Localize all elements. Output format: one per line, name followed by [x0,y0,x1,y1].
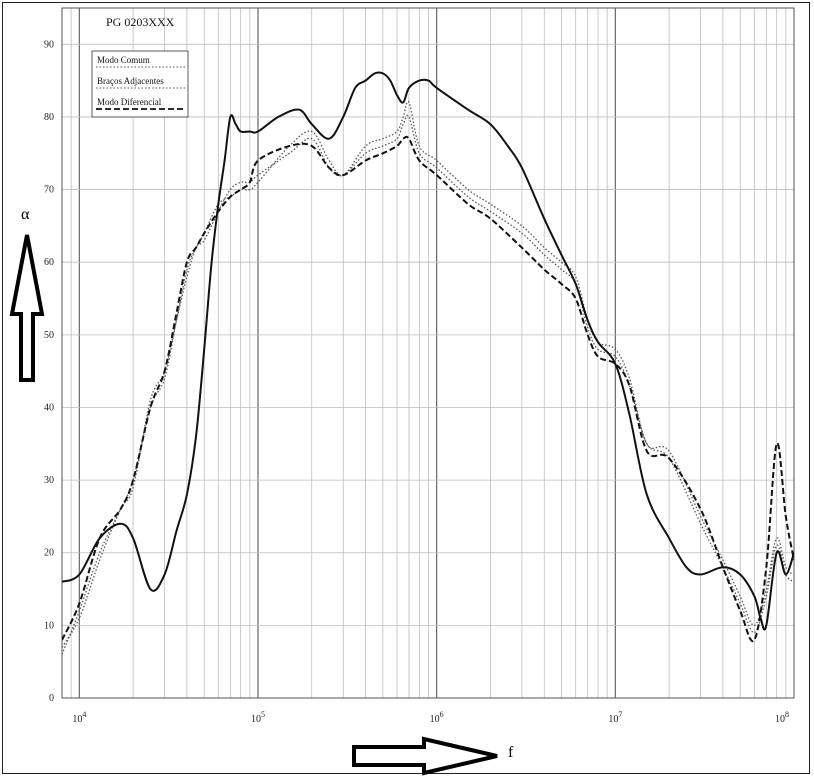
series-line-unlabeled [62,71,794,631]
y-axis-arrow-icon [9,234,45,382]
x-axis-ticks: 104 105 106 107 108 [72,710,789,725]
series-layer [62,71,794,655]
legend-label: Braços Adjacentes [97,76,164,86]
x-axis-label: f [508,744,514,761]
y-tick-label: 70 [44,185,54,196]
x-tick-label: 107 [608,710,622,725]
legend: Modo Comum Braços Adjacentes Modo Diferenc… [91,50,189,118]
chart-title: PG 0203XXX [106,15,175,29]
y-tick-label: 90 [44,39,54,50]
grid [61,8,794,699]
series-line-modo-diferencial [62,135,794,643]
y-tick-label: 50 [44,330,54,341]
y-tick-label: 40 [44,402,54,413]
x-tick-label: 106 [430,710,444,725]
legend-box [91,50,189,118]
y-axis-label: α [21,206,30,223]
y-axis-ticks: 0 10 20 30 40 50 60 70 80 90 [44,39,54,704]
x-axis-arrow-icon [352,736,498,776]
series-line-modo-comum [62,100,794,655]
y-tick-label: 10 [44,620,54,631]
y-tick-label: 80 [44,112,54,123]
y-tick-label: 20 [44,548,54,559]
x-tick-label: 108 [775,710,789,725]
legend-label: Modo Diferencial [97,97,162,107]
x-tick-label: 104 [72,710,86,725]
y-tick-label: 0 [49,693,54,704]
legend-label: Modo Comum [97,55,150,65]
y-tick-label: 30 [44,475,54,486]
series-line-bra-os-adjacentes [62,114,794,648]
plot-border [61,7,795,699]
y-tick-label: 60 [44,257,54,268]
x-tick-label: 105 [251,710,265,725]
